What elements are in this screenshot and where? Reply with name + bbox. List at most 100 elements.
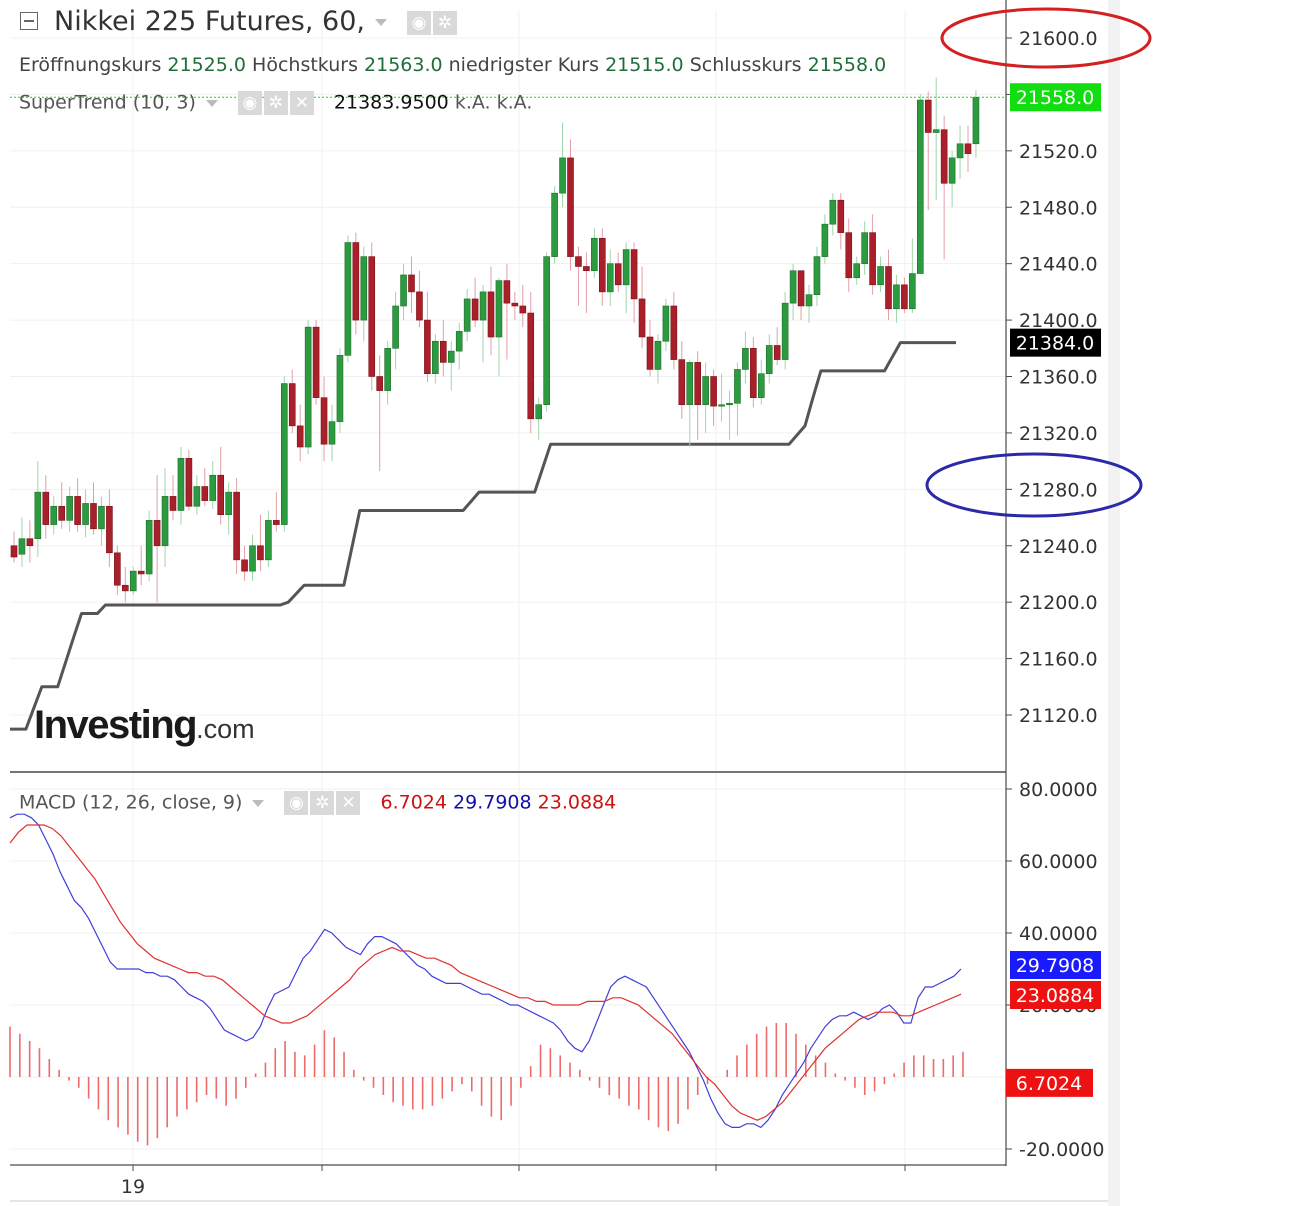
macd-value-label: 29.7908 (1016, 955, 1095, 977)
candle-body (201, 486, 209, 501)
open-label: Eröffnungskurs (19, 54, 162, 76)
price-tick-label: 21160.0 (1019, 649, 1098, 671)
candle-body (376, 376, 384, 391)
candle-body (630, 249, 638, 300)
logo-main: Investing (34, 703, 198, 747)
candle-body (58, 505, 66, 521)
high-value: 21563.0 (364, 54, 443, 76)
candle-body (471, 298, 479, 321)
price-tick-label: 21240.0 (1019, 536, 1098, 558)
candle-body (432, 340, 439, 374)
candle-body (948, 157, 956, 184)
candle-body (439, 340, 447, 363)
candle-body (757, 373, 765, 398)
candle-body (845, 232, 853, 279)
supertrend-value: 21384.0 (1016, 333, 1095, 355)
supertrend-legend: SuperTrend (10, 3) ◉ ✲ ✕ 21383.9500 k.A. k.… (19, 91, 532, 115)
candle-body (710, 376, 717, 407)
candle-body (598, 237, 606, 293)
candle-body (972, 96, 980, 145)
supertrend-line (10, 341, 957, 731)
candle-body (217, 474, 224, 516)
candle-body (129, 570, 137, 592)
candle-body (909, 273, 916, 310)
candle-body (360, 256, 368, 321)
candle-body (50, 505, 58, 525)
candle-body (74, 496, 81, 525)
candle-body (837, 199, 845, 233)
candle-body (869, 232, 876, 286)
candle-body (678, 359, 686, 406)
candle-body (726, 402, 733, 406)
close-icon[interactable]: ✕ (289, 91, 314, 115)
candle-body (145, 520, 153, 575)
candle-body (606, 263, 614, 293)
macd-signal-value: 23.0884 (537, 791, 617, 814)
candle-body (527, 312, 535, 420)
candle-body (273, 520, 280, 525)
candle-body (400, 274, 407, 307)
eye-icon[interactable]: ◉ (284, 791, 309, 815)
macd-tick-label: 60.0000 (1019, 851, 1098, 873)
gear-icon[interactable]: ✲ (432, 10, 457, 35)
chart-title-row: Nikkei 225 Futures, 60, ◉ ✲ (54, 6, 457, 37)
axes (10, 0, 1108, 1202)
candle-body (288, 383, 296, 427)
candle-body (249, 545, 256, 572)
eye-icon[interactable]: ◉ (406, 10, 431, 35)
chevron-down-icon[interactable] (205, 99, 218, 107)
macd-tick-label: -20.0000 (1019, 1139, 1104, 1161)
gear-icon[interactable]: ✲ (263, 91, 288, 115)
candle-body (646, 336, 654, 370)
eye-icon[interactable]: ◉ (237, 91, 262, 115)
gear-icon[interactable]: ✲ (310, 791, 335, 815)
red-annotation-ellipse (940, 7, 1152, 69)
candle-body (344, 242, 352, 356)
candle-body (583, 266, 590, 272)
macd-legend: MACD (12, 26, close, 9) ◉ ✲ ✕ 6.7024 29.790… (19, 791, 616, 815)
macd-lines (9, 813, 962, 1129)
price-tick-label: 21280.0 (1019, 479, 1098, 501)
price-tick-label: 21400.0 (1019, 310, 1098, 332)
candle-body (34, 491, 42, 539)
candle-body (161, 496, 169, 547)
candle-body (320, 397, 328, 445)
candle-body (82, 503, 89, 525)
blue-annotation-ellipse (925, 452, 1143, 518)
candle-body (813, 256, 821, 295)
supertrend-path (10, 341, 957, 731)
candle-body (495, 280, 503, 338)
macd-hist-value: 6.7024 (380, 791, 447, 814)
candle-body (18, 538, 26, 555)
candle-body (304, 326, 312, 448)
candle-body (193, 486, 201, 507)
candle-body (384, 347, 391, 391)
close-icon[interactable]: ✕ (336, 791, 361, 815)
candle-body (503, 280, 511, 304)
candle-body (893, 284, 900, 310)
candle-body (821, 223, 829, 257)
candle-body (368, 256, 376, 377)
candle-body (511, 302, 519, 307)
low-label: niedrigster Kurs (448, 54, 600, 76)
chevron-down-icon[interactable] (252, 799, 265, 807)
candle-body (543, 256, 550, 406)
macd-histogram (9, 1023, 964, 1146)
candle-body (853, 263, 861, 279)
price-tick-label: 21360.0 (1019, 367, 1098, 389)
candle-body (750, 347, 757, 398)
supertrend-indicator-value: 21383.9500 (333, 91, 449, 114)
candle-body (924, 99, 932, 133)
candle-body (765, 345, 773, 374)
candle-body (98, 505, 105, 530)
open-value: 21525.0 (167, 54, 246, 76)
chevron-down-icon[interactable] (374, 19, 387, 26)
price-tick-label: 21120.0 (1019, 705, 1098, 727)
price-tick-label: 21600.0 (1019, 28, 1098, 50)
candle-body (670, 305, 678, 360)
candle-body (26, 538, 34, 547)
collapse-icon[interactable] (20, 12, 38, 30)
candle-body (885, 266, 892, 310)
last-price-label: 21558.0 (10, 83, 1101, 112)
signal-value-label: 23.0884 (1016, 985, 1095, 1007)
